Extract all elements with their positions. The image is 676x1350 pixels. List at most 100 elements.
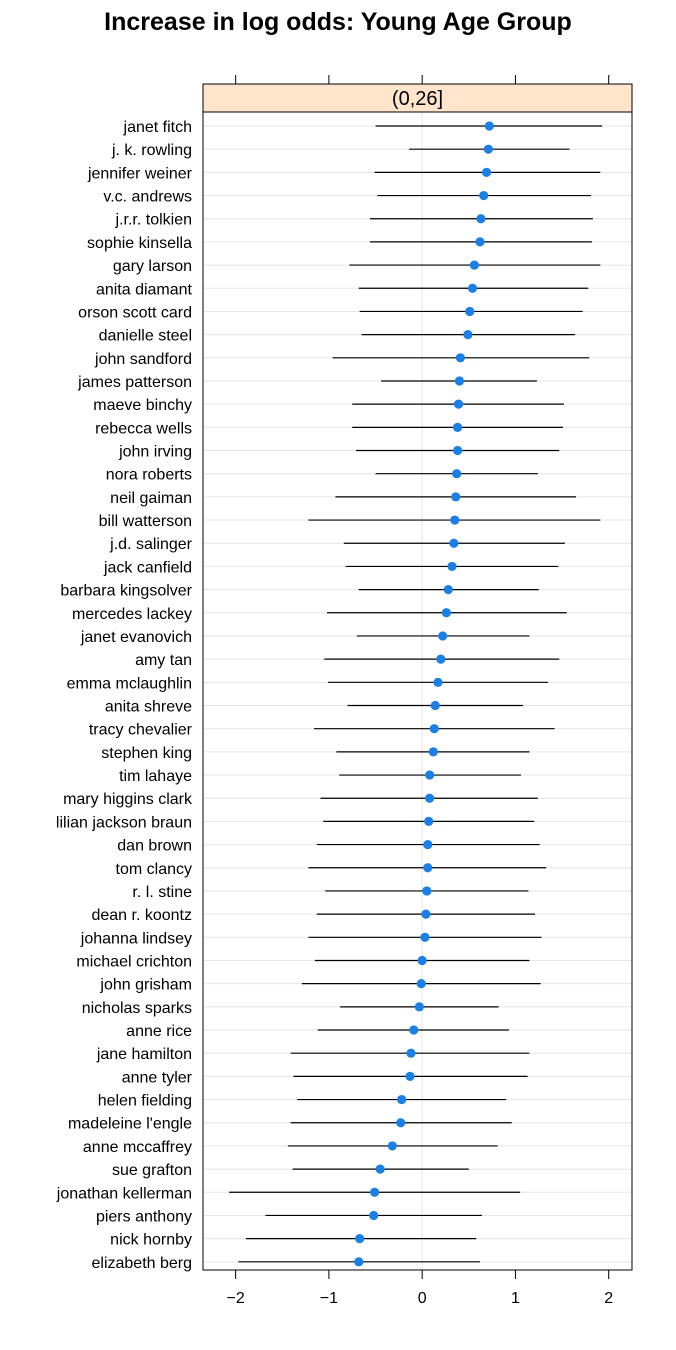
x-tick-label: 2 (604, 1290, 613, 1307)
category-label: tom clancy (116, 861, 192, 878)
category-label: emma mclaughlin (67, 675, 192, 692)
x-tick-label: −2 (227, 1290, 245, 1307)
estimate-point (409, 1025, 419, 1035)
category-label: rebecca wells (95, 420, 192, 437)
estimate-point (428, 747, 438, 757)
category-label: gary larson (113, 258, 192, 275)
category-label: john grisham (99, 977, 192, 994)
estimate-point (421, 909, 431, 919)
category-label: r. l. stine (132, 884, 192, 901)
x-tick-label: 0 (418, 1290, 427, 1307)
estimate-point (453, 445, 463, 456)
category-label: tracy chevalier (89, 722, 193, 739)
category-label: jonathan kellerman (56, 1185, 192, 1202)
estimate-point (479, 190, 489, 201)
estimate-point (443, 585, 453, 595)
category-label: bill watterson (99, 513, 192, 530)
estimate-point (417, 955, 427, 966)
estimate-point (423, 839, 433, 850)
category-label: john sandford (94, 351, 192, 368)
estimate-point (416, 979, 426, 989)
estimate-point (467, 283, 478, 293)
estimate-point (414, 1002, 424, 1012)
category-label: janet evanovich (80, 629, 192, 646)
estimate-point (483, 144, 493, 154)
category-label: johanna lindsey (80, 930, 192, 947)
estimate-point (423, 863, 433, 873)
category-label: j.d. salinger (109, 536, 192, 553)
estimate-point (425, 770, 435, 780)
estimate-point (425, 793, 435, 803)
estimate-point (369, 1210, 379, 1221)
category-label: amy tan (135, 652, 192, 669)
estimate-point (430, 700, 440, 711)
category-label: orson scott card (78, 304, 192, 321)
estimate-point (370, 1187, 380, 1197)
estimate-point (396, 1118, 406, 1128)
category-label: maeve binchy (93, 397, 192, 414)
category-label: anita diamant (96, 281, 193, 298)
estimate-point (424, 816, 434, 827)
category-label: helen fielding (98, 1093, 192, 1110)
estimate-point (436, 654, 446, 664)
category-label: elizabeth berg (91, 1255, 192, 1272)
category-label: v.c. andrews (103, 189, 192, 206)
estimate-point (447, 561, 457, 572)
category-label: nora roberts (106, 467, 192, 484)
category-label: madeleine l'engle (68, 1116, 192, 1133)
estimate-point (453, 422, 463, 432)
estimate-point (420, 932, 430, 942)
estimate-point (438, 631, 448, 641)
category-label: barbara kingsolver (60, 583, 192, 600)
x-axis: −2 −1 0 1 2 (227, 75, 613, 1307)
estimate-point (454, 376, 465, 386)
estimate-point (406, 1048, 416, 1058)
category-label: dan brown (117, 838, 192, 855)
estimate-point (469, 260, 479, 270)
category-label: nicholas sparks (82, 1000, 192, 1017)
estimate-point (429, 724, 439, 734)
category-labels: janet fitch j. k. rowling jennifer weiner v… (56, 119, 193, 1272)
category-label: anita shreve (105, 699, 192, 716)
category-label: jane hamilton (96, 1046, 192, 1063)
category-label: anne mccaffrey (83, 1139, 192, 1156)
estimate-point (455, 353, 465, 363)
estimate-point (481, 167, 492, 177)
category-label: stephen king (101, 745, 192, 762)
estimate-point (475, 237, 485, 247)
estimate-point (450, 515, 460, 525)
category-label: neil gaiman (110, 490, 192, 507)
category-label: michael crichton (76, 953, 192, 970)
estimate-point (387, 1141, 397, 1151)
category-label: dean r. koontz (91, 907, 192, 924)
estimate-point (465, 306, 475, 317)
estimate-point (484, 121, 494, 131)
estimate-point (397, 1094, 407, 1105)
category-label: piers anthony (96, 1208, 192, 1225)
category-label: john irving (118, 444, 192, 461)
panel-border (202, 83, 633, 1271)
estimate-point (463, 330, 473, 340)
estimate-point (441, 608, 452, 618)
x-tick-label: −1 (320, 1290, 338, 1307)
category-label: james patterson (77, 374, 192, 391)
category-label: lilian jackson braun (56, 814, 192, 831)
category-label: j. k. rowling (111, 142, 192, 159)
category-label: sue grafton (112, 1162, 192, 1179)
category-label: mercedes lackey (72, 606, 192, 623)
category-label: nick hornby (110, 1232, 192, 1249)
marks-layer (229, 121, 603, 1267)
panel-strip-label: (0,26] (392, 88, 443, 110)
category-label: danielle steel (99, 328, 192, 345)
category-label: j.r.r. tolkien (115, 212, 192, 229)
estimate-point (433, 677, 443, 687)
estimate-point (375, 1164, 385, 1174)
grid-layer (203, 112, 632, 1270)
estimate-point (451, 492, 461, 502)
estimate-point (354, 1257, 364, 1267)
estimate-point (452, 469, 462, 479)
category-label: anne tyler (122, 1069, 193, 1086)
x-tick-label: 1 (511, 1290, 520, 1307)
